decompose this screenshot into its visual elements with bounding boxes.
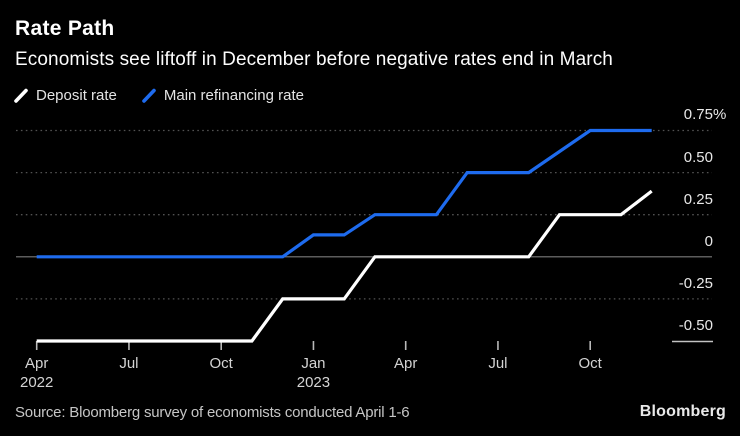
source-note: Source: Bloomberg survey of economists c… (15, 404, 410, 421)
legend-item-main-refinancing-rate: Main refinancing rate (141, 87, 304, 104)
series-line-main-refinancing-rate (36, 128, 652, 259)
x-axis-year-label: 2022 (20, 374, 54, 391)
legend-label: Main refinancing rate (163, 87, 304, 104)
x-axis-year-label: 2023 (296, 374, 331, 391)
legend-label: Deposit rate (36, 87, 117, 104)
series-line-deposit-rate (36, 189, 653, 343)
y-axis-label: -0.25 (678, 274, 713, 292)
bloomberg-logo: Bloomberg (639, 403, 726, 420)
legend-item-deposit-rate: Deposit rate (13, 87, 117, 104)
x-axis-month-label: Apr (394, 355, 418, 372)
legend: Deposit rate Main refinancing rate (13, 87, 304, 104)
y-axis-label: -0.50 (678, 317, 713, 334)
x-axis-month-label: Apr (25, 355, 49, 372)
x-axis-month-label: Jul (488, 355, 508, 372)
x-axis-month-label: Jul (119, 355, 139, 372)
deposit-rate-line-icon (14, 88, 28, 103)
x-axis-month-label: Oct (209, 355, 233, 372)
percent-suffix: % (713, 106, 727, 124)
y-axis-label: 0.50 (683, 148, 713, 166)
y-axis-label: 0.75% (683, 106, 727, 124)
chart-title: Rate Path (15, 17, 115, 40)
y-axis-label: 0.25 (683, 190, 713, 208)
chart-subtitle: Economists see liftoff in December befor… (15, 49, 613, 70)
x-axis-month-label: Oct (578, 355, 602, 372)
x-axis-month-label: Jan (301, 355, 326, 372)
main-refinancing-rate-line-icon (142, 88, 156, 103)
y-axis-label: 0 (704, 232, 713, 250)
